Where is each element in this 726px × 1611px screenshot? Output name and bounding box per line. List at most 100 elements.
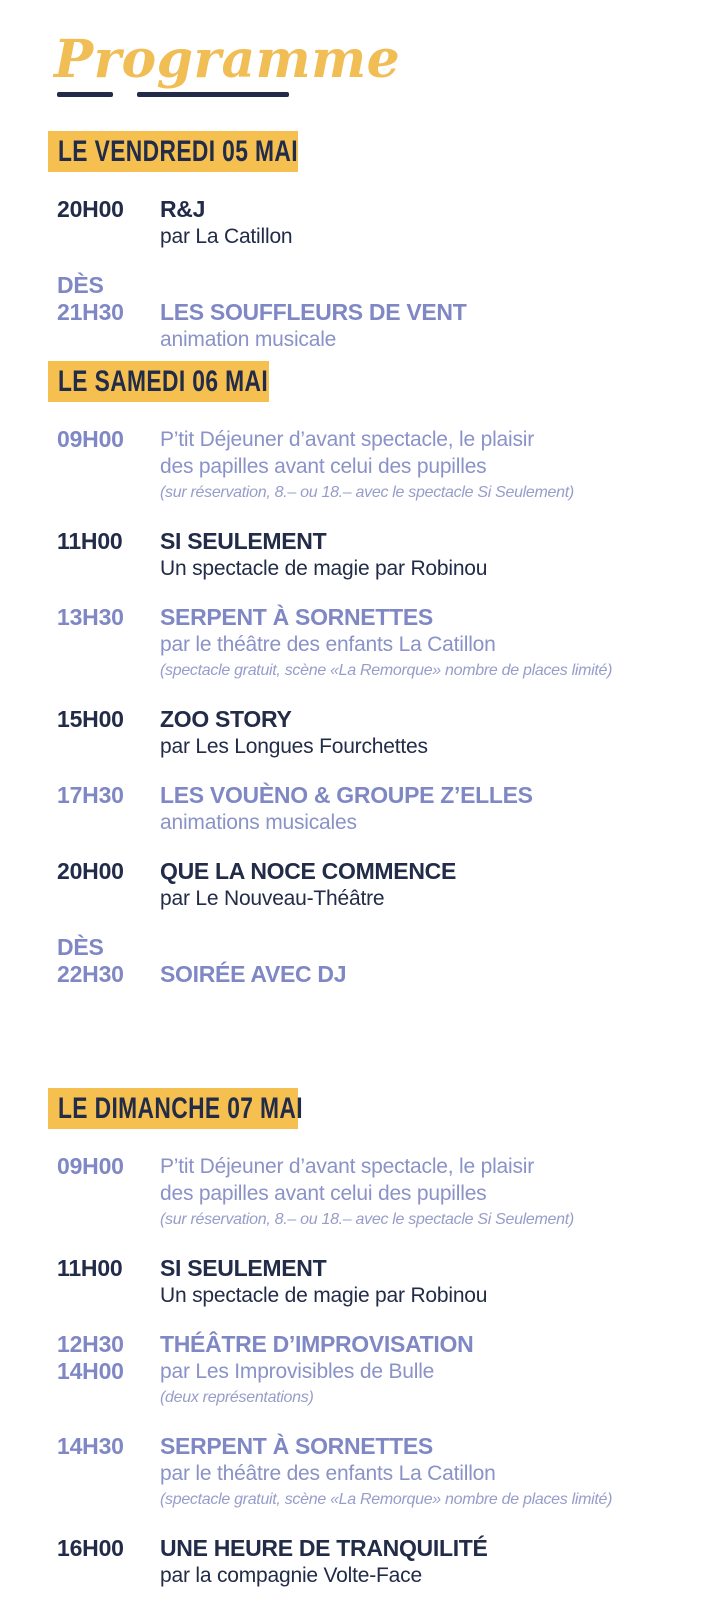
event-subtitle: par Les Longues Fourchettes: [160, 735, 428, 758]
day-header-label: LE VENDREDI 05 MAI: [58, 134, 298, 168]
event-title: SERPENT À SORNETTES: [160, 604, 433, 630]
event-time: 12H30: [57, 1331, 124, 1357]
event-list: 09H00 P’tit Déjeuner d’avant spectacle, …: [48, 1129, 696, 1589]
event-time: 11H00: [57, 528, 123, 554]
event-note: (deux représentations): [160, 1389, 314, 1406]
event-detail-column: THÉÂTRE D’IMPROVISATION par Les Improvisi…: [160, 1331, 696, 1411]
event-time: 09H00: [57, 426, 124, 452]
event-row: 13H30 SERPENT À SORNETTES par le théâtre …: [57, 604, 696, 684]
event-time-column: 09H00: [57, 426, 160, 506]
event-time: 20H00: [57, 196, 124, 222]
day-section: LE SAMEDI 06 MAI 09H00 P’tit Déjeuner d’…: [48, 361, 696, 1010]
event-detail-column: ZOO STORY par Les Longues Fourchettes: [160, 706, 696, 760]
event-time: 22H30: [57, 961, 124, 987]
event-time: 15H00: [57, 706, 124, 732]
event-title: THÉÂTRE D’IMPROVISATION: [160, 1331, 474, 1357]
event-title: des papilles avant celui des pupilles: [160, 455, 487, 478]
event-time-column: 17H30: [57, 782, 160, 836]
event-note: (sur réservation, 8.– ou 18.– avec le sp…: [160, 1211, 574, 1228]
event-time-column: DÈS 21H30: [57, 272, 160, 353]
event-detail-column: QUE LA NOCE COMMENCE par Le Nouveau-Théât…: [160, 858, 696, 912]
event-row: DÈS 22H30 SOIRÉE AVEC DJ: [57, 934, 696, 988]
event-row: 09H00 P’tit Déjeuner d’avant spectacle, …: [57, 1153, 696, 1233]
event-time-column: 11H00: [57, 1255, 160, 1309]
day-section: LE DIMANCHE 07 MAI 09H00 P’tit Déjeuner …: [48, 1088, 696, 1611]
event-row: 11H00 SI SEULEMENT Un spectacle de magie …: [57, 528, 696, 582]
event-time-column: 20H00: [57, 858, 160, 912]
event-detail-column: P’tit Déjeuner d’avant spectacle, le pla…: [160, 426, 696, 506]
event-detail-column: R&J par La Catillon: [160, 196, 696, 250]
event-note: (spectacle gratuit, scène «La Remorque» …: [160, 1491, 613, 1508]
event-note: (sur réservation, 8.– ou 18.– avec le sp…: [160, 484, 574, 501]
event-subtitle: Un spectacle de magie par Robinou: [160, 557, 488, 580]
day-header: LE DIMANCHE 07 MAI: [48, 1088, 303, 1129]
event-detail-column: SERPENT À SORNETTES par le théâtre des en…: [160, 604, 696, 684]
event-time: 16H00: [57, 1535, 124, 1561]
event-detail-column: SI SEULEMENT Un spectacle de magie par Ro…: [160, 528, 696, 582]
event-title: QUE LA NOCE COMMENCE: [160, 858, 456, 884]
event-row: 14H30 SERPENT À SORNETTES par le théâtre …: [57, 1433, 696, 1513]
event-subtitle: animations musicales: [160, 811, 357, 834]
event-title: SI SEULEMENT: [160, 528, 327, 554]
event-time-column: 14H30: [57, 1433, 160, 1513]
event-title: P’tit Déjeuner d’avant spectacle, le pla…: [160, 1155, 535, 1178]
day-section: LE VENDREDI 05 MAI 20H00 R&J par La Catil…: [48, 131, 696, 375]
event-time-column: 20H00: [57, 196, 160, 250]
day-header: LE VENDREDI 05 MAI: [48, 131, 298, 172]
event-subtitle: par le théâtre des enfants La Catillon: [160, 633, 496, 656]
event-subtitle: par Le Nouveau-Théâtre: [160, 887, 385, 910]
event-time: 17H30: [57, 782, 124, 808]
event-list: 09H00 P’tit Déjeuner d’avant spectacle, …: [48, 402, 696, 988]
event-detail-column: LES VOUÈNO & GROUPE Z’ELLES animations mu…: [160, 782, 696, 836]
event-subtitle: par Les Improvisibles de Bulle: [160, 1360, 435, 1383]
event-title: R&J: [160, 196, 206, 222]
day-header-label: LE DIMANCHE 07 MAI: [58, 1091, 303, 1125]
event-subtitle: par la compagnie Volte-Face: [160, 1564, 422, 1587]
event-row: 20H00 QUE LA NOCE COMMENCE par Le Nouveau…: [57, 858, 696, 912]
event-time: 11H00: [57, 1255, 123, 1281]
title-underline-segment: [57, 92, 113, 97]
event-row: DÈS 21H30 LES SOUFFLEURS DE VENT animation…: [57, 272, 696, 353]
event-detail-column: P’tit Déjeuner d’avant spectacle, le pla…: [160, 1153, 696, 1233]
event-subtitle: par le théâtre des enfants La Catillon: [160, 1462, 496, 1485]
page-title: Programme: [54, 29, 401, 90]
event-detail-column: SERPENT À SORNETTES par le théâtre des en…: [160, 1433, 696, 1513]
event-time-column: DÈS 22H30: [57, 934, 160, 988]
event-detail-column: SOIRÉE AVEC DJ: [160, 961, 696, 988]
event-time-column: 12H30 14H00: [57, 1331, 160, 1411]
event-title: LES SOUFFLEURS DE VENT: [160, 299, 467, 325]
event-subtitle: Un spectacle de magie par Robinou: [160, 1284, 488, 1307]
event-title: LES VOUÈNO & GROUPE Z’ELLES: [160, 782, 533, 808]
event-title: des papilles avant celui des pupilles: [160, 1182, 487, 1205]
day-header: LE SAMEDI 06 MAI: [48, 361, 269, 402]
event-time: 13H30: [57, 604, 124, 630]
event-title: SERPENT À SORNETTES: [160, 1433, 433, 1459]
event-subtitle: par La Catillon: [160, 225, 293, 248]
event-time: DÈS: [57, 934, 104, 960]
title-underline-segment: [137, 92, 289, 97]
event-time-column: 13H30: [57, 604, 160, 684]
event-time-column: 15H00: [57, 706, 160, 760]
event-row: 15H00 ZOO STORY par Les Longues Fourchett…: [57, 706, 696, 760]
event-title: ZOO STORY: [160, 706, 292, 732]
event-subtitle: animation musicale: [160, 328, 337, 351]
event-detail-column: LES SOUFFLEURS DE VENT animation musicale: [160, 299, 696, 353]
event-title: SI SEULEMENT: [160, 1255, 327, 1281]
day-header-label: LE SAMEDI 06 MAI: [58, 364, 269, 398]
event-row: 09H00 P’tit Déjeuner d’avant spectacle, …: [57, 426, 696, 506]
event-row: 20H00 R&J par La Catillon: [57, 196, 696, 250]
event-time-column: 16H00: [57, 1535, 160, 1589]
event-time: 14H00: [57, 1358, 124, 1384]
event-row: 17H30 LES VOUÈNO & GROUPE Z’ELLES animati…: [57, 782, 696, 836]
event-row: 11H00 SI SEULEMENT Un spectacle de magie …: [57, 1255, 696, 1309]
event-title: UNE HEURE DE TRANQUILITÉ: [160, 1535, 488, 1561]
event-title: SOIRÉE AVEC DJ: [160, 961, 347, 987]
event-time: 09H00: [57, 1153, 124, 1179]
event-detail-column: SI SEULEMENT Un spectacle de magie par Ro…: [160, 1255, 696, 1309]
event-time-column: 11H00: [57, 528, 160, 582]
event-time-column: 09H00: [57, 1153, 160, 1233]
event-row: 16H00 UNE HEURE DE TRANQUILITÉ par la com…: [57, 1535, 696, 1589]
event-list: 20H00 R&J par La Catillon DÈS 21H30 LES SO…: [48, 172, 696, 353]
event-time: 21H30: [57, 299, 124, 325]
